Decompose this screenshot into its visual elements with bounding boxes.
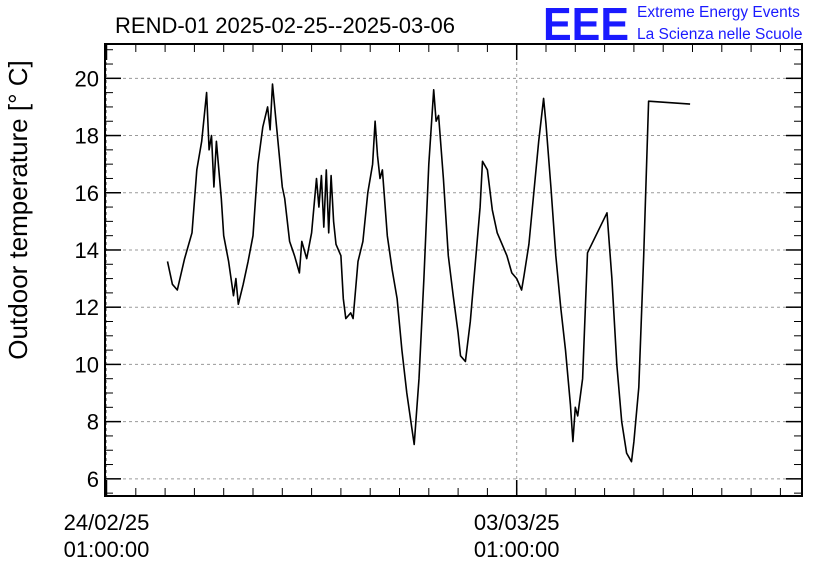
grid-lines xyxy=(105,44,802,496)
axis-ticks xyxy=(105,44,802,496)
series-group xyxy=(166,83,691,463)
chart-title: REND-01 2025-02-25--2025-03-06 xyxy=(115,13,455,38)
temperature-series-line xyxy=(166,83,691,463)
y-tick-labels: 6 8 10 12 14 16 18 20 xyxy=(75,66,99,492)
y-axis-label: Outdoor temperature [° C] xyxy=(3,60,33,359)
plot-frame xyxy=(104,43,803,497)
y-tick-label: 8 xyxy=(87,410,99,435)
y-tick-label: 10 xyxy=(75,352,99,377)
x-tick-label-time: 01:00:00 xyxy=(64,537,150,562)
x-tick-label-date: 03/03/25 xyxy=(474,510,560,535)
y-tick-label: 6 xyxy=(87,467,99,492)
eee-logo: EEE Extreme Energy Events La Scienza nel… xyxy=(543,0,802,50)
x-tick-label-time: 01:00:00 xyxy=(474,537,560,562)
eee-logo-letters: EEE xyxy=(543,0,629,50)
y-tick-label: 20 xyxy=(75,66,99,91)
y-tick-label: 16 xyxy=(75,181,99,206)
y-tick-label: 14 xyxy=(75,238,99,263)
eee-logo-line1: Extreme Energy Events xyxy=(637,4,800,21)
y-tick-label: 18 xyxy=(75,124,99,149)
x-tick-label-date: 24/02/25 xyxy=(64,510,150,535)
y-tick-label: 12 xyxy=(75,295,99,320)
eee-logo-line2: La Scienza nelle Scuole xyxy=(637,26,802,43)
